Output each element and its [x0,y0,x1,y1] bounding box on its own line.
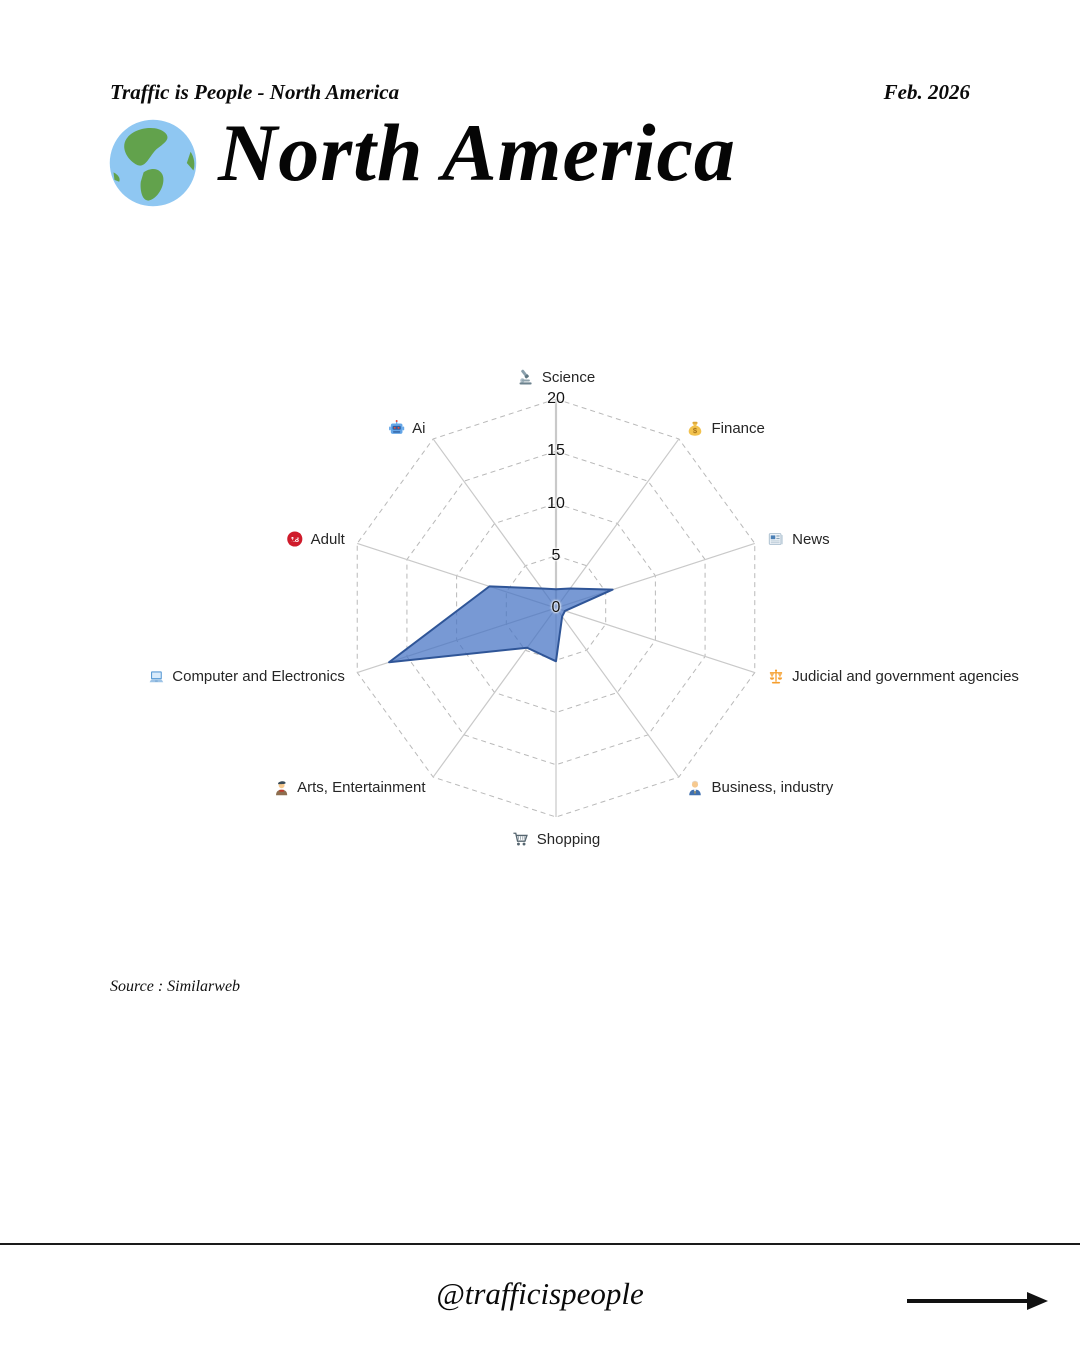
office-worker-icon [686,779,704,797]
category-label-text: Finance [711,419,765,437]
grid-ring [356,398,756,818]
under-18-icon: 18 [286,530,304,548]
category-label-text: Science [541,368,596,386]
grid-spoke [432,607,557,778]
data-polygon [388,585,614,664]
grid-ring [456,502,656,714]
source-note: Source : Similarweb [110,978,241,995]
artist-icon [272,779,290,797]
category-label-adult: 18 Adult [286,530,345,548]
grid-ring [505,555,607,661]
category-label-science: Science [517,368,595,386]
grid-spoke [555,438,680,609]
svg-text:$: $ [693,427,698,436]
page-title: North America [218,107,736,198]
category-label-arts-entertainment: Arts, Entertainment [272,779,426,797]
category-label-text: News [792,530,830,548]
globe-americas-icon [106,116,200,210]
category-label-computer-and-electronics: Computer and Electronics [147,668,345,686]
svg-text:18: 18 [290,535,298,544]
microscope-icon [517,368,535,386]
radial-tick-label: 5 [551,546,561,564]
category-label-judicial-and-government-agencies: Judicial and government agencies [767,668,1019,686]
grid-spoke [555,542,755,609]
footer-divider [0,1243,1080,1245]
category-label-text: Computer and Electronics [172,668,345,686]
grid-spoke [357,607,557,674]
header-title: Traffic is People - North America [110,80,400,104]
radial-tick-label: 20 [547,390,565,407]
category-label-text: Adult [310,530,345,548]
category-label-news: News [767,530,830,548]
category-label-text: Ai [412,419,426,437]
category-label-finance: $ Finance [686,419,765,437]
category-label-text: Shopping [536,830,601,848]
category-label-business-industry: Business, industry [686,779,833,797]
radial-tick-label: 0 [551,599,561,616]
grid-ring [406,450,706,766]
footer-handle: @trafficispeople [436,1276,644,1311]
grid-spoke [555,607,680,778]
category-label-shopping: Shopping [512,830,600,848]
header-date: Feb. 2026 [883,80,970,104]
grid-spoke [555,607,755,674]
category-label-text: Judicial and government agencies [792,668,1019,686]
balance-scale-icon [767,668,785,686]
radial-tick-label: 10 [547,494,565,512]
category-label-text: Business, industry [711,779,834,797]
money-bag-icon: $ [686,419,704,437]
grid-spoke [357,542,557,609]
robot-icon [387,419,405,437]
category-label-text: Arts, Entertainment [297,779,426,797]
shopping-cart-icon [512,830,530,848]
newspaper-icon [767,530,785,548]
arrow-right-icon [905,1288,1050,1314]
laptop-icon [147,668,165,686]
grid-spoke [432,438,557,609]
radial-tick-label: 15 [547,442,565,460]
category-label-ai: Ai [387,419,426,437]
